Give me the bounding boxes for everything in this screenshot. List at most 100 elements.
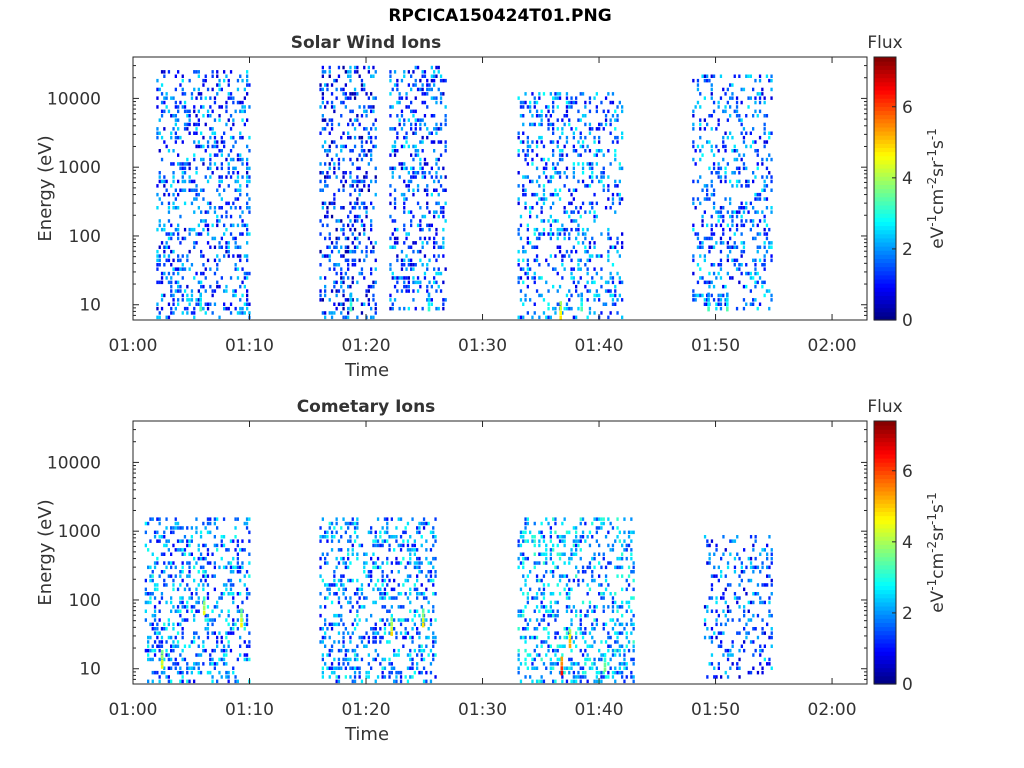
flux-pixel [176, 644, 180, 648]
flux-pixel [405, 131, 408, 135]
flux-pixel [430, 223, 433, 228]
flux-pixel [328, 648, 331, 653]
flux-pixel [347, 70, 350, 74]
flux-pixel [422, 679, 426, 684]
flux-pixel [593, 609, 596, 613]
flux-pixel [167, 232, 171, 236]
flux-pixel [712, 153, 716, 157]
flux-pixel [248, 657, 251, 662]
flux-pixel [218, 596, 221, 600]
flux-pixel [614, 179, 617, 184]
flux-pixel [248, 552, 251, 556]
flux-pixel [579, 144, 582, 149]
flux-pixel [353, 227, 357, 232]
flux-pixel [335, 666, 338, 670]
flux-pixel [522, 561, 525, 565]
flux-pixel [611, 543, 615, 548]
flux-pixel [344, 105, 347, 109]
flux-pixel [245, 618, 249, 622]
flux-pixel [186, 539, 189, 543]
flux-pixel [197, 653, 200, 657]
flux-pixel [720, 644, 723, 648]
flux-pixel [241, 210, 244, 214]
flux-pixel [425, 670, 428, 675]
flux-pixel [565, 153, 569, 157]
flux-pixel [414, 96, 417, 100]
flux-pixel [186, 162, 189, 166]
flux-pixel [579, 631, 582, 635]
flux-pixel [763, 254, 766, 258]
flux-pixel [227, 201, 230, 206]
flux-pixel [177, 179, 180, 184]
flux-pixel [708, 596, 711, 600]
flux-pixel [437, 166, 440, 171]
flux-pixel [765, 223, 769, 228]
flux-pixel [397, 561, 400, 565]
flux-pixel [349, 135, 352, 140]
flux-pixel [710, 144, 713, 149]
flux-pixel [763, 548, 766, 552]
flux-pixel [621, 600, 624, 605]
flux-pixel [533, 232, 536, 236]
flux-pixel [529, 210, 532, 214]
flux-pixel [372, 280, 375, 285]
flux-pixel [616, 118, 619, 122]
flux-pixel [630, 622, 633, 627]
flux-pixel [433, 114, 436, 118]
flux-pixel [248, 179, 251, 184]
flux-pixel [531, 635, 534, 640]
flux-pixel [248, 311, 251, 315]
flux-pixel [386, 609, 389, 613]
flux-pixel [724, 622, 727, 627]
flux-pixel [699, 157, 702, 162]
flux-pixel [356, 201, 359, 206]
flux-pixel [342, 280, 345, 285]
flux-pixel [422, 657, 426, 662]
flux-pixel [554, 306, 557, 311]
flux-pixel [602, 166, 605, 171]
flux-pixel [321, 87, 324, 92]
flux-pixel [365, 210, 368, 214]
flux-pixel [579, 517, 582, 521]
flux-pixel [703, 622, 707, 627]
flux-pixel [575, 249, 578, 254]
flux-pixel [595, 530, 598, 535]
flux-pixel [340, 284, 343, 289]
flux-pixel [563, 543, 566, 548]
flux-pixel [195, 114, 198, 118]
flux-pixel [558, 157, 562, 162]
flux-pixel [181, 267, 184, 271]
flux-pixel [724, 166, 727, 171]
flux-pixel [206, 140, 210, 144]
flux-pixel [367, 162, 370, 166]
flux-pixel [703, 236, 706, 241]
flux-pixel [344, 92, 347, 96]
flux-pixel [591, 578, 594, 583]
flux-pixel [561, 258, 564, 263]
flux-pixel [754, 298, 757, 302]
flux-pixel [630, 530, 633, 535]
flux-pixel [204, 96, 207, 100]
flux-pixel [396, 78, 399, 83]
flux-pixel [393, 83, 397, 87]
flux-pixel [342, 206, 345, 210]
flux-pixel [397, 648, 400, 653]
flux-pixel [333, 592, 336, 596]
flux-pixel [195, 171, 198, 175]
flux-pixel [558, 197, 562, 201]
flux-pixel [540, 122, 543, 127]
colorbar-step [874, 250, 896, 255]
flux-pixel [533, 609, 536, 613]
flux-pixel [731, 618, 734, 622]
flux-pixel [167, 271, 171, 276]
flux-pixel [156, 280, 159, 285]
flux-pixel [570, 96, 573, 100]
flux-pixel [517, 276, 520, 280]
flux-pixel [522, 535, 525, 539]
flux-pixel [347, 600, 350, 605]
flux-pixel [356, 114, 359, 118]
flux-pixel [333, 574, 336, 578]
flux-pixel [347, 135, 350, 140]
flux-pixel [243, 302, 246, 306]
flux-pixel [239, 653, 242, 657]
